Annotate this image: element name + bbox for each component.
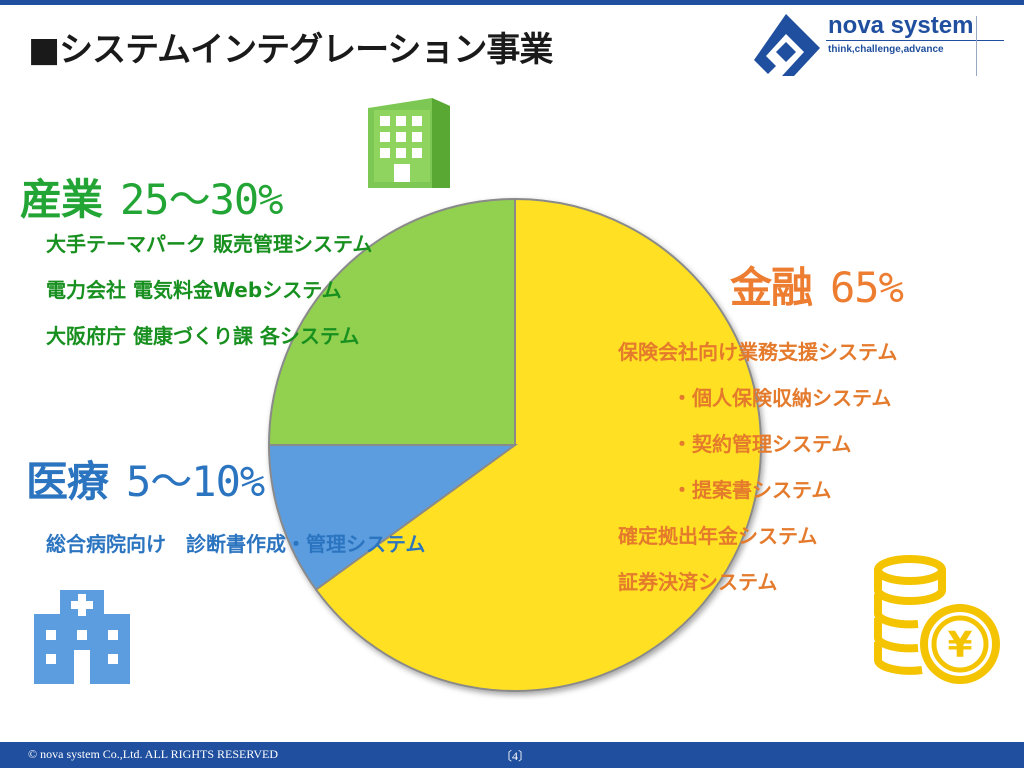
office-building-icon xyxy=(368,98,450,188)
pie-chart xyxy=(267,197,762,692)
finance-item: ・提案書システム xyxy=(672,478,832,502)
logo-name: nova system xyxy=(828,12,974,39)
medical-heading: 医療 5～10% xyxy=(26,448,265,509)
industry-item: 電力会社 電気料金Webシステム xyxy=(46,278,342,302)
page-number: 〔4〕 xyxy=(500,749,531,763)
pie-slice xyxy=(314,197,762,692)
pie-slice xyxy=(267,197,516,446)
finance-label: 金融 xyxy=(730,263,813,312)
finance-item: ・契約管理システム xyxy=(672,432,852,456)
footer-bar xyxy=(0,742,1024,768)
yen-symbol: ¥ xyxy=(947,625,972,666)
finance-item: 証券決済システム xyxy=(618,570,778,594)
page-title: ■システムインテグレーション事業 xyxy=(28,30,553,70)
medical-item: 総合病院向け 診断書作成・管理システム xyxy=(46,532,426,556)
industry-item: 大手テーマパーク 販売管理システム xyxy=(46,232,373,256)
finance-item: 保険会社向け業務支援システム xyxy=(618,340,898,364)
logo-mark-icon xyxy=(754,14,820,76)
pie-slice xyxy=(267,444,519,591)
industry-heading: 産業 25～30% xyxy=(20,166,283,227)
hospital-building-icon xyxy=(34,590,130,684)
logo-divider xyxy=(826,40,1004,41)
yen-coins-icon: ¥ xyxy=(874,555,1000,684)
industry-item: 大阪府庁 健康づくり課 各システム xyxy=(46,324,360,348)
copyright-text: © nova system Co.,Ltd. ALL RIGHTS RESERV… xyxy=(28,747,279,761)
top-accent-line xyxy=(0,0,1024,5)
logo-tagline: think,challenge,advance xyxy=(828,44,944,55)
industry-label: 産業 xyxy=(20,175,103,224)
medical-label: 医療 xyxy=(26,457,109,506)
logo-divider-vertical xyxy=(976,16,977,76)
finance-item: ・個人保険収納システム xyxy=(672,386,892,410)
finance-heading: 金融 65% xyxy=(730,254,904,315)
finance-item: 確定拠出年金システム xyxy=(618,524,818,548)
finance-percent: 65% xyxy=(830,263,904,312)
medical-percent: 5～10% xyxy=(126,457,265,506)
industry-percent: 25～30% xyxy=(120,175,283,224)
